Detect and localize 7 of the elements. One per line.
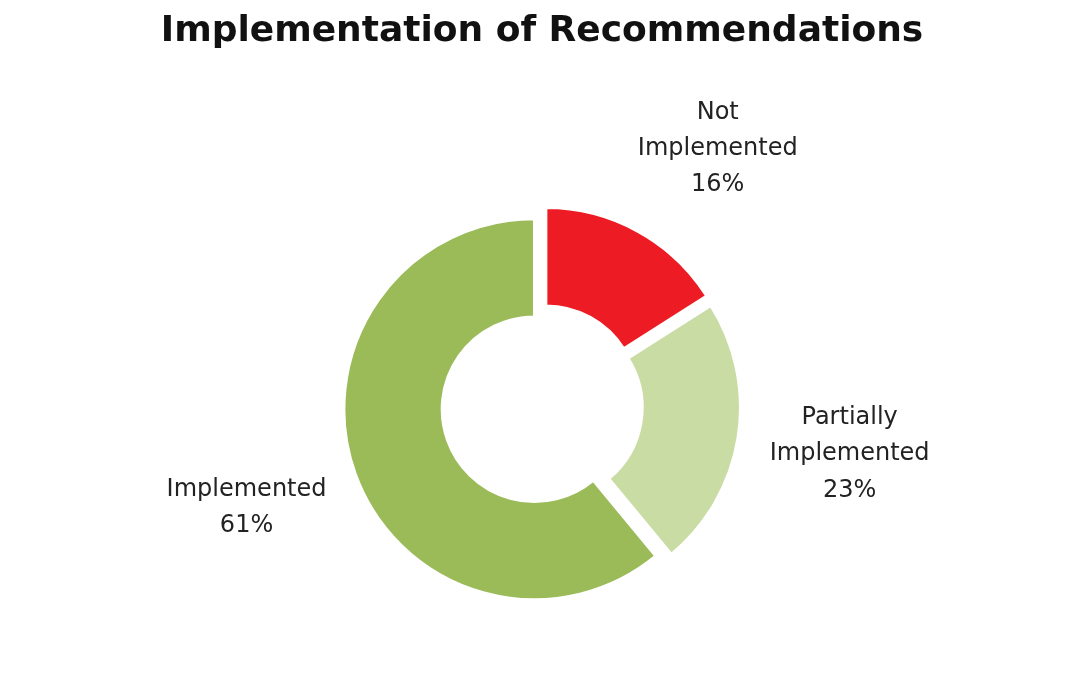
slice-label: Implemented bbox=[166, 474, 327, 503]
slice-label: Partially Implemented bbox=[769, 401, 930, 467]
data-label: 16% bbox=[691, 169, 745, 198]
data-label: 23% bbox=[822, 474, 877, 503]
chart-title: Implementation of Recommendations bbox=[160, 7, 924, 49]
slice-label: Not Implemented bbox=[637, 96, 798, 161]
data-label: 61% bbox=[219, 510, 274, 539]
